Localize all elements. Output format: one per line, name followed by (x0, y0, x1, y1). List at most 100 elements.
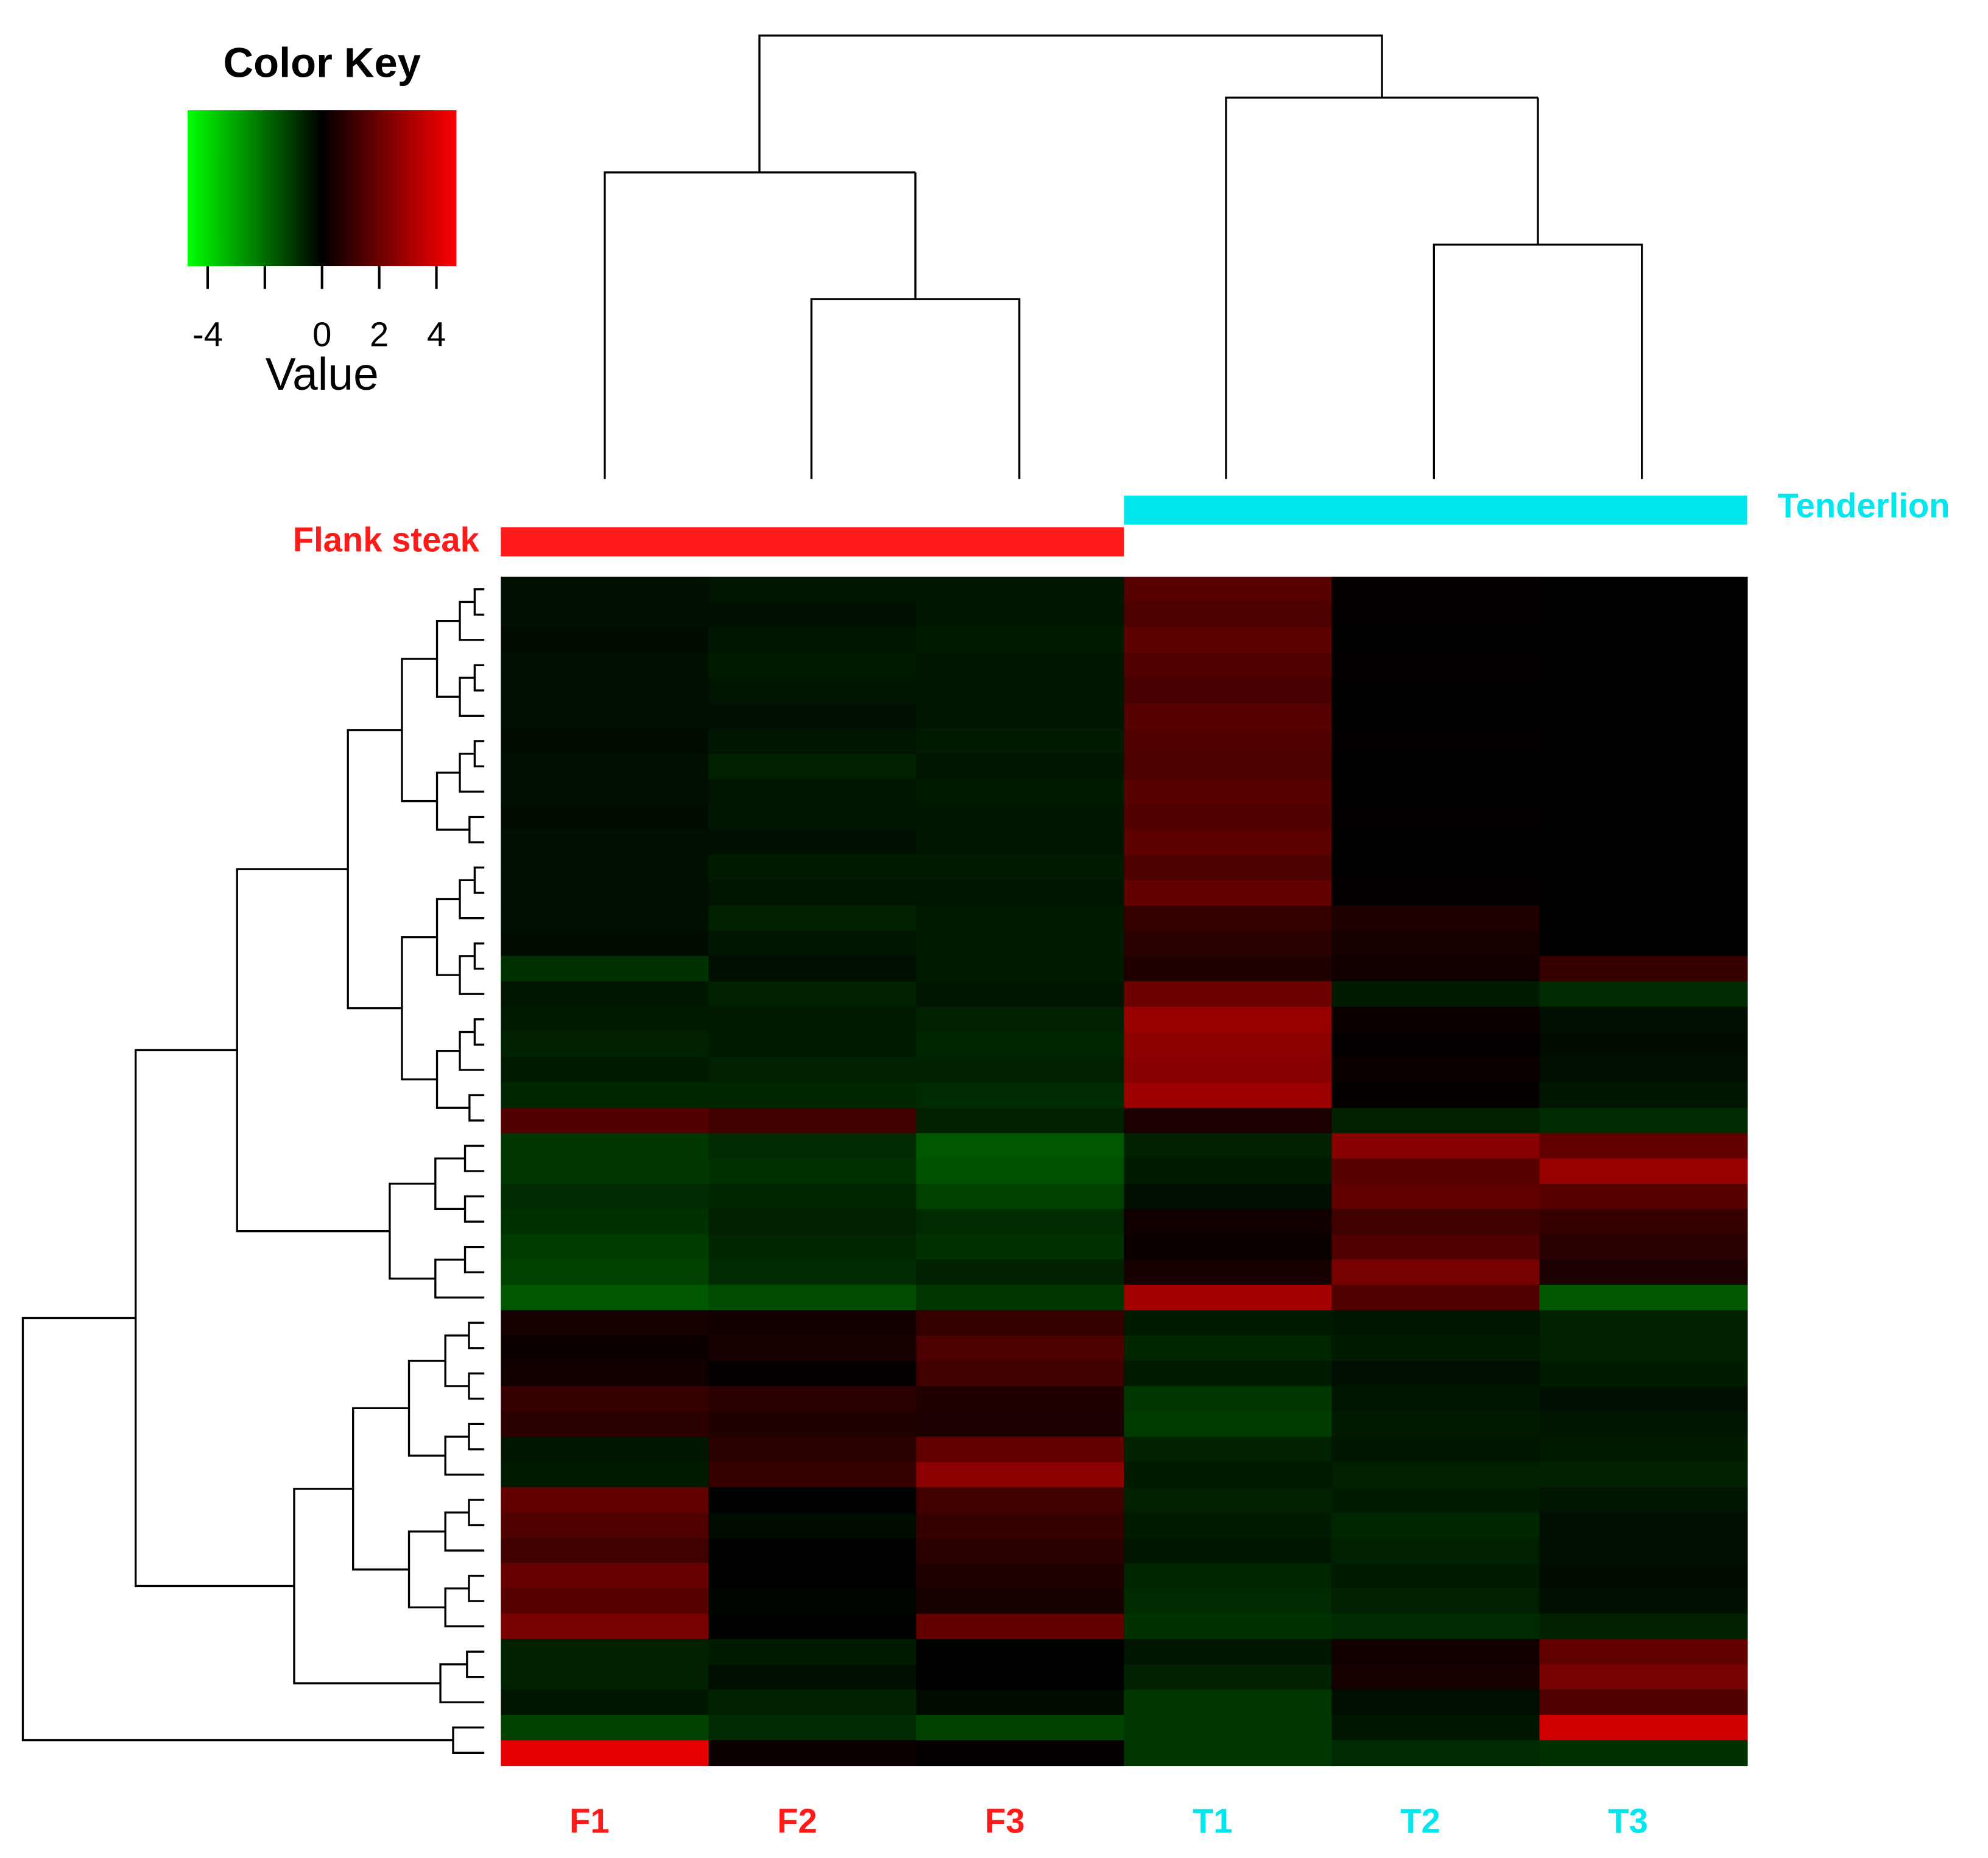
heatmap-cell (916, 779, 1125, 805)
heatmap-cell (1539, 1664, 1748, 1691)
heatmap-cell (708, 652, 917, 679)
heatmap-cell (1124, 1563, 1333, 1589)
heatmap-cell (708, 981, 917, 1008)
heatmap-cell (1124, 1007, 1333, 1033)
heatmap-cell (501, 1411, 710, 1438)
heatmap-cell (708, 576, 917, 603)
heatmap-cell (501, 1487, 710, 1513)
heatmap-cell (916, 1158, 1125, 1184)
heatmap-cell (501, 1234, 710, 1261)
heatmap-cell (1331, 1639, 1540, 1665)
heatmap-cell (501, 1386, 710, 1412)
heatmap-cell (501, 1740, 710, 1767)
heatmap-cell (1124, 931, 1333, 957)
heatmap-cell (916, 703, 1125, 730)
heatmap-cell (916, 652, 1125, 679)
heatmap-cell (1539, 602, 1748, 628)
heatmap-cell (1539, 1715, 1748, 1741)
heatmap-cell (1124, 854, 1333, 881)
heatmap-cell (1124, 753, 1333, 780)
heatmap-cell (1331, 1613, 1540, 1640)
key-tick-label: 0 (312, 315, 331, 353)
heatmap-cell (501, 1563, 710, 1589)
heatmap-cell (1539, 1360, 1748, 1387)
heatmap-cell (708, 728, 917, 755)
heatmap-cell (1331, 1689, 1540, 1716)
heatmap-cell (1539, 1588, 1748, 1614)
heatmap-cell (708, 955, 917, 982)
heatmap-cell (501, 1310, 710, 1337)
heatmap-cell (708, 703, 917, 730)
heatmap-cell (501, 804, 710, 831)
heatmap-cell (708, 1740, 917, 1767)
heatmap-cell (1331, 1588, 1540, 1614)
heatmap-cell (1539, 1234, 1748, 1261)
heatmap-cell (1331, 627, 1540, 653)
heatmap-cell (1539, 1613, 1748, 1640)
heatmap-cell (1539, 703, 1748, 730)
row-dendrogram-path (21, 588, 485, 1754)
heatmap-cell (1331, 804, 1540, 831)
heatmap-cell (916, 753, 1125, 780)
heatmap-cell (708, 1158, 917, 1184)
heatmap-cell (1124, 981, 1333, 1008)
column-label: F2 (777, 1802, 817, 1840)
heatmap-cell (1539, 1335, 1748, 1362)
heatmap-cell (501, 627, 710, 653)
heatmap-cell (916, 1512, 1125, 1539)
heatmap-cell (501, 829, 710, 856)
heatmap-cell (1539, 1057, 1748, 1083)
heatmap-cell (916, 1689, 1125, 1716)
heatmap-cell (916, 1715, 1125, 1741)
heatmap-cell (708, 1209, 917, 1235)
heatmap-cell (1331, 1108, 1540, 1134)
heatmap-cell (1539, 753, 1748, 780)
heatmap-cell (1331, 652, 1540, 679)
heatmap-cell (708, 1360, 917, 1387)
heatmap-cell (916, 1108, 1125, 1134)
key-tick-label: 4 (427, 315, 446, 353)
heatmap-cell (916, 1411, 1125, 1438)
heatmap-cell (1539, 1462, 1748, 1488)
heatmap-cell (1124, 1740, 1333, 1767)
heatmap-cell (1331, 602, 1540, 628)
heatmap-cell (1124, 576, 1333, 603)
heatmap-cell (1331, 1032, 1540, 1058)
heatmap-cell (1331, 703, 1540, 730)
heatmap-cell (1124, 678, 1333, 704)
heatmap-cell (916, 576, 1125, 603)
key-tick-label: -4 (192, 315, 223, 353)
heatmap-cell (1331, 1234, 1540, 1261)
heatmap-cell (708, 1310, 917, 1337)
heatmap-cell (1331, 1259, 1540, 1286)
heatmap-cell (501, 1284, 710, 1311)
heatmap-cell (1124, 1209, 1333, 1235)
heatmap-cell (1124, 779, 1333, 805)
heatmap-cell (1539, 779, 1748, 805)
heatmap-cell (916, 1284, 1125, 1311)
heatmap-cell (1124, 728, 1333, 755)
heatmap-cell (1331, 1082, 1540, 1109)
key-axis-label: Value (266, 348, 379, 399)
heatmap-cell (501, 1462, 710, 1488)
heatmap-cell (708, 779, 917, 805)
heatmap-cell (1124, 1158, 1333, 1184)
heatmap-cell (916, 1588, 1125, 1614)
heatmap-cell (1331, 1057, 1540, 1083)
group-label: Flank steak (293, 521, 480, 559)
heatmap-cell (1539, 1512, 1748, 1539)
heatmap-cell (1331, 880, 1540, 906)
heatmap-cell (1124, 627, 1333, 653)
heatmap-cell (916, 1133, 1125, 1159)
heatmap-cell (708, 1462, 917, 1488)
heatmap-cell (501, 1259, 710, 1286)
heatmap-cell (501, 1512, 710, 1539)
heatmap-cell (1331, 829, 1540, 856)
heatmap-cell (708, 1411, 917, 1438)
heatmap-cell (708, 1512, 917, 1539)
heatmap-cell (1124, 1664, 1333, 1691)
heatmap-cell (1124, 1613, 1333, 1640)
heatmap-cell (1539, 955, 1748, 982)
heatmap-cell (1331, 1335, 1540, 1362)
heatmap-cell (1539, 1487, 1748, 1513)
